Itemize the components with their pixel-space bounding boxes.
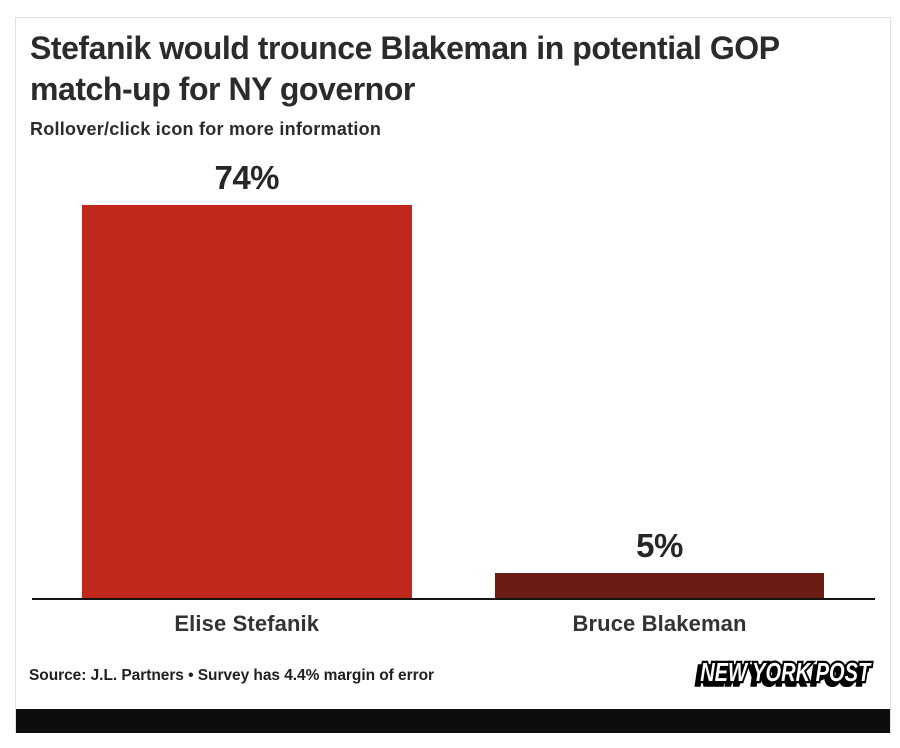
svg-text:NEW YORK POST: NEW YORK POST [696,660,868,690]
svg-text:NEW YORK POST: NEW YORK POST [700,657,872,687]
svg-text:NEW YORK POST: NEW YORK POST [700,657,872,687]
